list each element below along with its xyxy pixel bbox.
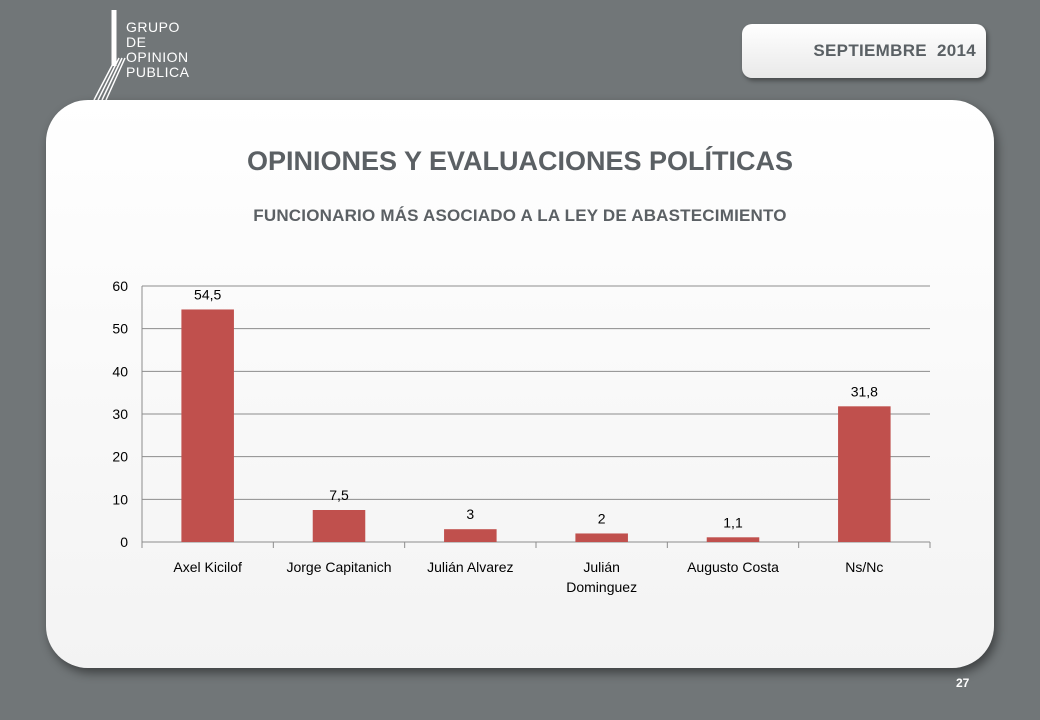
category-label-3: Julián Dominguez — [566, 559, 637, 595]
data-label-0: 54,5 — [194, 286, 221, 302]
date-badge: SEPTIEMBRE 2014 — [742, 24, 986, 78]
bar-5 — [838, 406, 891, 542]
y-tick-label-1: 10 — [112, 491, 128, 507]
category-label-1: Jorge Capitanich — [286, 559, 391, 575]
logo-line-3: OPINION — [126, 49, 189, 65]
page-number: 27 — [956, 676, 970, 690]
y-tick-label-5: 50 — [112, 321, 128, 337]
y-tick-label-2: 20 — [112, 449, 128, 465]
data-label-4: 1,1 — [723, 514, 743, 530]
logo-wordmark: GRUPO DE OPINION PUBLICA — [126, 20, 189, 80]
y-tick-label-6: 60 — [112, 278, 128, 294]
bar-1 — [312, 510, 366, 542]
slide-card: OPINIONES Y EVALUACIONES POLÍTICAS FUNCI… — [46, 100, 994, 668]
page-title: OPINIONES Y EVALUACIONES POLÍTICAS — [246, 146, 794, 176]
y-tick-label-4: 40 — [112, 363, 128, 379]
y-tick-label-3: 30 — [112, 406, 128, 422]
data-label-3: 2 — [598, 510, 606, 526]
data-label-2: 3 — [466, 506, 474, 522]
bar-4 — [706, 537, 760, 542]
y-tick-label-0: 0 — [120, 534, 128, 550]
data-label-1: 7,5 — [329, 487, 349, 503]
page-subtitle: FUNCIONARIO MÁS ASOCIADO A LA LEY DE ABA… — [253, 206, 787, 225]
category-label-4: Augusto Costa — [687, 559, 779, 575]
category-label-0: Axel Kicilof — [173, 559, 242, 575]
data-label-5: 31,8 — [851, 383, 878, 399]
bar-chart: 0 10 20 30 40 50 60 54,5 Axel Kicilof 7,5 Jorge Ca… — [112, 278, 931, 595]
bar-0 — [181, 309, 234, 542]
logo-line-2: DE — [126, 34, 147, 50]
category-label-2: Julián Alvarez — [427, 559, 513, 575]
category-label-5: Ns/Nc — [845, 559, 883, 575]
logo-mark-icon — [93, 10, 126, 101]
bar-2 — [444, 529, 497, 542]
logo-line-1: GRUPO — [126, 19, 180, 35]
logo-line-4: PUBLICA — [126, 64, 190, 80]
bar-3 — [575, 533, 628, 542]
date-badge-label: SEPTIEMBRE 2014 — [813, 41, 976, 60]
